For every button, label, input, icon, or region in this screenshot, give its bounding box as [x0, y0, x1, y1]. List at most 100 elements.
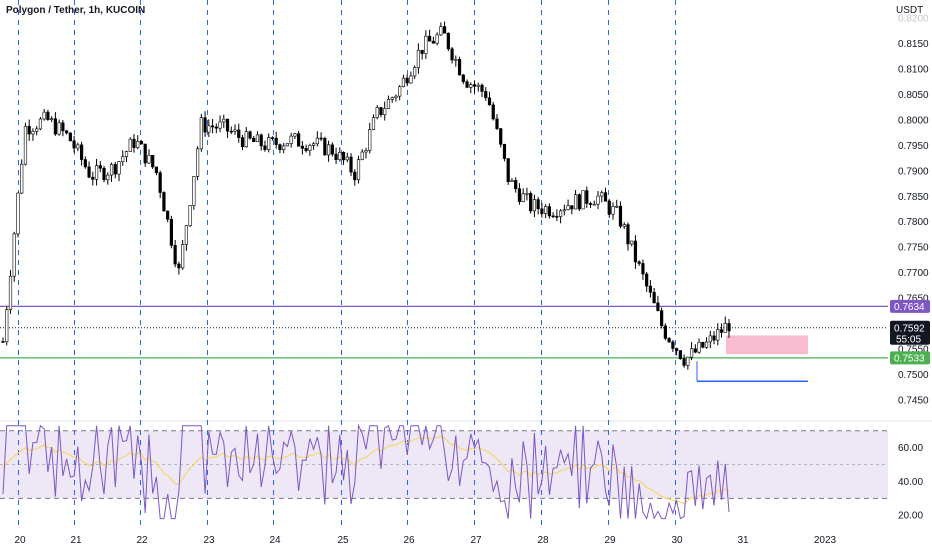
candle-body [633, 240, 638, 263]
x-tick-label: 23 [203, 535, 215, 546]
x-tick-label: 28 [537, 535, 549, 546]
candle-body [12, 233, 16, 277]
candle-body [386, 99, 391, 109]
candle-body [416, 49, 420, 68]
candle-body [383, 108, 387, 115]
target-zone[interactable] [726, 335, 808, 355]
rsi-tick-label: 60.00 [898, 443, 923, 454]
candle-body [562, 209, 566, 212]
candle-body [147, 154, 151, 164]
candle-body [570, 205, 574, 210]
candle-body [656, 302, 660, 311]
candle-body [94, 165, 99, 180]
y-tick-label: 0.8100 [898, 64, 929, 75]
candle-body [214, 126, 218, 129]
candle-body [128, 138, 132, 152]
y-tick-label: 0.7550 [898, 345, 929, 356]
candle-body [450, 48, 454, 61]
y-tick-label: 0.8150 [898, 39, 929, 50]
x-tick-label: 29 [604, 535, 616, 546]
candle-body [521, 193, 525, 202]
x-tick-label: 31 [737, 535, 749, 546]
candle-body [469, 84, 473, 88]
candle-body [326, 144, 331, 156]
candle-body [364, 150, 368, 153]
candle-body [663, 325, 667, 339]
candle-body [263, 145, 267, 150]
candle-body [312, 143, 316, 146]
candle-body [712, 335, 716, 341]
x-tick-label: 22 [136, 535, 148, 546]
candle-body [682, 358, 686, 366]
candle-body [551, 215, 555, 218]
candle-body [192, 176, 196, 206]
candle-body [225, 118, 230, 132]
candle-body [611, 206, 615, 215]
candle-body [353, 171, 357, 181]
candle-body [457, 58, 462, 76]
candle-body [502, 143, 507, 159]
candle-body [446, 32, 450, 50]
candle-body [693, 348, 697, 353]
candle-body [27, 125, 31, 135]
candle-body [23, 125, 28, 165]
candle-body [240, 137, 245, 148]
candle-body [439, 26, 443, 36]
candle-body [42, 111, 46, 120]
candle-body [143, 143, 147, 164]
candle-body [476, 84, 480, 87]
candle-body [91, 176, 95, 180]
candle-body [573, 194, 578, 210]
candle-body [334, 153, 338, 160]
candle-body [304, 148, 308, 151]
y-tick-label: 0.7750 [898, 243, 929, 254]
candle-body [72, 140, 76, 149]
last-price-label: 0.7592 [894, 323, 925, 334]
candle-body [465, 81, 469, 88]
y-tick-label: 0.7950 [898, 141, 929, 152]
candle-body [641, 263, 645, 275]
candle-body [222, 118, 226, 123]
candle-body [431, 40, 435, 44]
candle-body [315, 137, 319, 145]
candle-body [323, 137, 327, 156]
candle-body [461, 74, 465, 83]
candle-body [98, 165, 102, 169]
candle-body [454, 58, 458, 61]
candle-body [487, 97, 492, 106]
candle-body [525, 193, 529, 195]
y-tick-label: 0.7700 [898, 268, 929, 279]
candle-body [57, 122, 61, 135]
candle-body [529, 193, 533, 212]
x-tick-label: 27 [470, 535, 482, 546]
candle-body [154, 166, 159, 173]
candle-body [719, 329, 724, 333]
candle-body [237, 129, 241, 138]
candle-body [536, 199, 540, 210]
candle-body [596, 195, 600, 205]
candle-body [675, 348, 679, 351]
candle-body [31, 131, 35, 135]
candle-body [109, 164, 114, 176]
candle-body [173, 245, 177, 265]
candle-body [472, 84, 477, 87]
candle-body [484, 91, 488, 99]
candle-body [506, 158, 510, 182]
y-tick-label: 0.7850 [898, 192, 929, 203]
candle-body [544, 206, 548, 214]
candle-body [255, 134, 260, 143]
candle-body [592, 203, 596, 206]
candle-body [566, 205, 570, 210]
candle-body [420, 49, 424, 54]
candle-body [169, 218, 174, 246]
candle-body [83, 159, 87, 168]
candle-body [46, 111, 50, 120]
candle-body [106, 174, 110, 181]
candle-body [300, 145, 304, 149]
candle-body [424, 35, 428, 54]
candle-body [540, 208, 544, 214]
x-tick-label: 25 [337, 535, 349, 546]
candle-body [102, 167, 106, 181]
